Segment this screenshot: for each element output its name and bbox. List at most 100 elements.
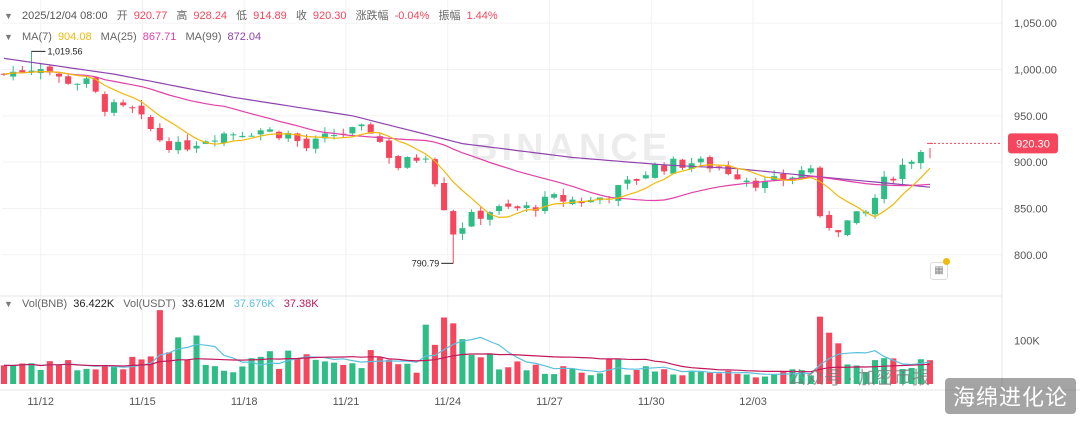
candle-body [881,176,888,199]
vol-bnb-label: Vol(BNB) [21,298,68,310]
candle-body [431,159,438,185]
volume-ma1-line [3,336,931,375]
volume-bar [193,335,200,384]
volume-bar [881,358,888,384]
volume-bar [28,363,35,384]
wechat-watermark: 公众号 · 加密币报 [788,368,930,388]
collapse-caret-icon[interactable]: ▼ [4,11,13,21]
candle-body [395,156,402,169]
volume-bar [120,369,127,384]
candle-body [211,140,218,142]
volume-legend: ▼ Vol(BNB) 36.422K Vol(USDT) 33.612M 37.67… [4,298,325,310]
volume-bar [376,357,383,384]
volume-bar [285,350,292,384]
volume-bar [917,359,924,384]
candle-body [917,152,924,164]
candle-body [468,211,475,227]
candle-body [743,180,750,183]
volume-bar [871,360,879,384]
volume-bar [74,370,81,384]
ma99-label: MA(99) [185,31,222,43]
candle-body [661,165,668,172]
volume-bar [92,369,99,384]
last-price-tag-bg [1008,133,1058,154]
volume-bar [395,364,402,384]
volume-bar [276,368,283,384]
candle-body [615,185,622,201]
open-value: 920.77 [133,10,168,22]
candle-body [551,194,558,198]
candle-body [331,135,338,137]
volume-bar [679,375,686,384]
candle-body [908,161,915,164]
volume-bar [798,370,805,384]
candle-body [532,207,539,211]
volume-bar [844,364,851,384]
volume-bar [761,376,768,384]
candle-body [92,77,99,92]
legend-datetime: 2025/12/04 08:00 [21,10,108,22]
candle-body [807,168,814,173]
vol-usdt-value: 33.612M [181,298,225,310]
open-label: 开 [116,10,128,22]
volume-bar [321,361,328,384]
volume-bar [835,343,842,384]
volume-bar [560,366,567,384]
volume-bar [688,370,695,384]
volume-bar [532,364,539,384]
time-tick-label: 11/18 [231,396,258,408]
volume-bar [257,356,264,384]
candle-body [10,71,17,77]
price-tick-label: 900.00 [1014,157,1048,169]
volume-bar [505,367,512,384]
volume-bar [266,351,273,384]
volume-bar [129,356,136,384]
ma99-line [3,57,931,188]
volume-bar [441,317,448,384]
volume-bar [651,371,658,384]
volume-bar [771,373,778,384]
candle-body [65,76,72,84]
ma-caret-icon[interactable]: ▼ [4,32,13,42]
volume-bar [697,371,704,384]
volume-bar [725,370,732,384]
candle-body [248,135,255,137]
volume-bar [624,374,631,384]
candle-body [835,230,842,233]
candle-body [789,177,796,179]
close-label: 收 [295,10,307,22]
volume-bar [816,316,824,384]
candle-body [899,164,906,179]
volume-bar [340,364,347,384]
candles-group [0,51,934,264]
calculator-icon[interactable]: ▦ [930,262,948,280]
volume-bar [156,310,163,384]
candle-body [496,206,503,212]
change-value: -0.04% [394,10,430,22]
candle-body [184,140,191,150]
candle-body [101,94,108,112]
author-watermark: 海绵进化论 [944,378,1076,414]
volume-bar [147,356,154,384]
volume-bar [477,357,484,384]
volume-bar [633,370,640,384]
volume-bar [19,363,26,384]
volume-bar [294,358,301,384]
volume-bar [743,374,750,384]
vol-caret-icon[interactable]: ▼ [4,299,13,309]
volume-bar [239,366,246,384]
volume-bar [138,359,145,384]
volume-bar [587,375,594,384]
candle-body [642,175,649,179]
ma-legend: ▼ MA(7) 904.08 MA(25) 867.71 MA(99) 872.04 [4,31,267,43]
candle-body [294,133,301,141]
volume-bar [166,352,173,384]
high-value: 928.24 [193,10,228,22]
volume-bar [670,374,677,384]
candle-body [276,131,283,139]
candle-body [477,210,484,219]
last-price-tag: 920.30 [1016,138,1050,150]
volume-bar [110,367,118,384]
